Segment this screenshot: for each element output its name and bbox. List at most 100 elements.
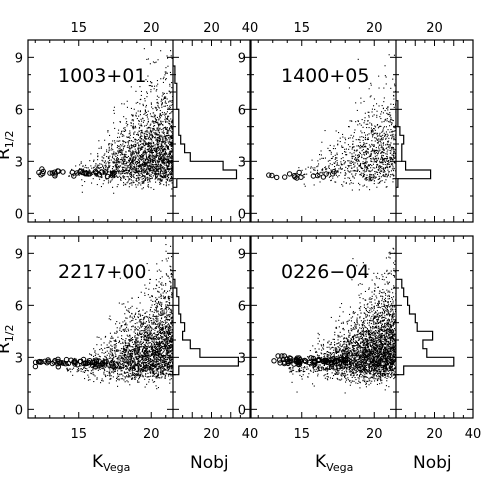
galaxy-point: [112, 162, 114, 164]
x-tick-label: 20: [143, 21, 160, 36]
galaxy-point: [98, 147, 100, 149]
galaxy-point: [170, 146, 172, 148]
galaxy-point: [378, 105, 380, 107]
galaxy-point: [170, 368, 172, 370]
galaxy-point: [389, 176, 391, 178]
galaxy-point: [165, 153, 167, 155]
galaxy-point: [149, 334, 151, 336]
galaxy-point: [381, 161, 383, 163]
galaxy-point: [138, 123, 140, 125]
galaxy-point: [368, 116, 370, 118]
galaxy-point: [146, 164, 148, 166]
galaxy-point: [386, 112, 388, 114]
galaxy-point: [131, 156, 133, 158]
galaxy-point: [348, 171, 350, 173]
galaxy-point: [378, 166, 380, 168]
galaxy-point: [371, 124, 373, 126]
galaxy-point: [120, 161, 122, 163]
galaxy-point: [92, 369, 94, 371]
galaxy-point: [162, 338, 164, 340]
galaxy-point: [133, 361, 135, 363]
galaxy-point: [100, 344, 102, 346]
galaxy-point: [90, 373, 92, 375]
galaxy-point: [165, 326, 167, 328]
galaxy-point: [169, 340, 171, 342]
galaxy-point: [167, 132, 169, 134]
galaxy-point: [170, 273, 172, 275]
galaxy-point: [158, 124, 160, 126]
galaxy-point: [155, 122, 157, 124]
galaxy-point: [167, 148, 169, 150]
galaxy-point: [392, 78, 394, 80]
galaxy-point: [353, 152, 355, 154]
galaxy-point: [155, 176, 157, 178]
galaxy-point: [122, 166, 124, 168]
galaxy-point: [93, 160, 95, 162]
galaxy-point: [353, 163, 355, 165]
galaxy-point: [156, 344, 158, 346]
galaxy-point: [126, 167, 128, 169]
galaxy-point: [166, 314, 168, 316]
galaxy-point: [141, 373, 143, 375]
galaxy-point: [134, 365, 136, 367]
x-axis-label-mag-right: KVega: [315, 452, 353, 474]
galaxy-point: [386, 136, 388, 138]
galaxy-point: [331, 157, 333, 159]
galaxy-point: [155, 310, 157, 312]
galaxy-point: [358, 145, 360, 147]
galaxy-point: [164, 163, 166, 165]
galaxy-point: [148, 186, 150, 188]
galaxy-point: [387, 106, 389, 108]
galaxy-point: [165, 97, 167, 99]
galaxy-point: [84, 378, 86, 380]
galaxy-point: [156, 372, 158, 374]
galaxy-point: [126, 359, 128, 361]
galaxy-point: [377, 164, 379, 166]
galaxy-point: [140, 184, 142, 186]
galaxy-point: [156, 376, 158, 378]
galaxy-point: [391, 134, 393, 136]
galaxy-point: [140, 94, 142, 96]
galaxy-point: [129, 149, 131, 151]
galaxy-point: [392, 149, 394, 151]
galaxy-point: [164, 358, 166, 360]
galaxy-point: [368, 133, 370, 135]
galaxy-point: [126, 365, 128, 367]
galaxy-point: [158, 144, 160, 146]
galaxy-point: [350, 120, 352, 122]
galaxy-point: [130, 147, 132, 149]
galaxy-point: [365, 139, 367, 141]
galaxy-point: [81, 191, 83, 193]
galaxy-point: [168, 176, 170, 178]
galaxy-point: [152, 128, 154, 130]
galaxy-point: [171, 352, 173, 354]
galaxy-point: [147, 137, 149, 139]
galaxy-point: [135, 345, 137, 347]
galaxy-point: [159, 161, 161, 163]
galaxy-point: [155, 156, 157, 158]
galaxy-point: [140, 368, 142, 370]
galaxy-point: [155, 61, 157, 63]
galaxy-point: [375, 137, 377, 139]
galaxy-point: [168, 332, 170, 334]
galaxy-point: [373, 175, 375, 177]
galaxy-point: [139, 343, 141, 345]
galaxy-point: [367, 164, 369, 166]
galaxy-point: [159, 156, 161, 158]
galaxy-point: [97, 175, 99, 177]
galaxy-point: [129, 130, 131, 132]
galaxy-point: [166, 349, 168, 351]
galaxy-point: [152, 372, 154, 374]
galaxy-point: [137, 177, 139, 179]
galaxy-point: [127, 176, 129, 178]
galaxy-point: [148, 141, 150, 143]
galaxy-point: [147, 179, 149, 181]
galaxy-point: [326, 168, 328, 170]
galaxy-point: [157, 324, 159, 326]
galaxy-point: [360, 147, 362, 149]
galaxy-point: [134, 145, 136, 147]
galaxy-point: [170, 272, 172, 274]
galaxy-point: [132, 153, 134, 155]
galaxy-point: [120, 343, 122, 345]
galaxy-point: [131, 119, 133, 121]
